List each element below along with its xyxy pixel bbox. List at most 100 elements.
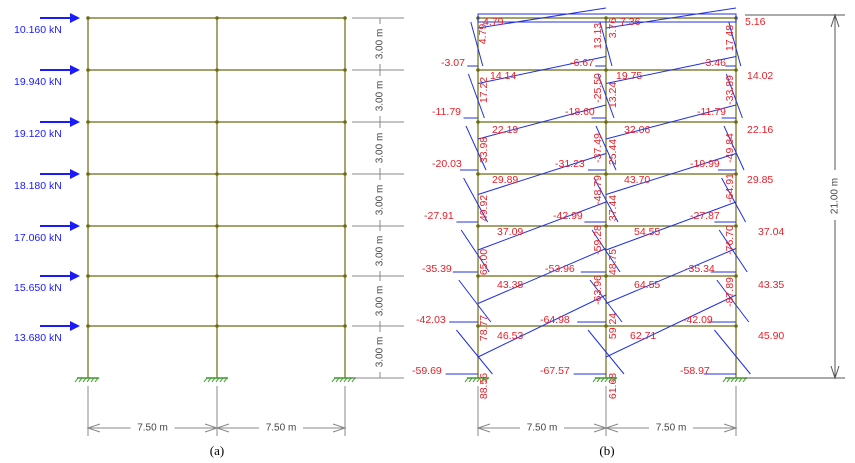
- moment-label: 59.24: [607, 313, 619, 339]
- joint: [343, 68, 347, 72]
- joint: [86, 274, 90, 278]
- column-moment: [599, 21, 613, 67]
- support-hatch: [74, 377, 79, 383]
- moment-label: -35.39: [422, 263, 452, 275]
- moment-label: 64.55: [634, 279, 660, 291]
- column-moment: [456, 329, 493, 375]
- beam-moment: [477, 56, 607, 84]
- joint: [734, 324, 738, 328]
- support-hatch: [347, 377, 352, 383]
- moment-label: -6.67: [570, 57, 594, 69]
- joint: [86, 120, 90, 124]
- support-hatch: [600, 377, 605, 383]
- column-moment: [470, 21, 484, 67]
- support-hatch: [592, 377, 597, 383]
- support-hatch: [604, 377, 609, 383]
- moment-label: 25.44: [607, 139, 619, 165]
- load-arrow-head: [70, 271, 80, 281]
- joint: [476, 274, 480, 278]
- joint: [604, 324, 608, 328]
- moment-label: 19.75: [616, 70, 642, 82]
- moment-label: -59.28: [592, 225, 604, 255]
- support-hatch: [343, 377, 348, 383]
- column-moment: [718, 229, 748, 273]
- moment-label: -59.69: [412, 365, 442, 377]
- joint: [343, 274, 347, 278]
- load-label: 13.680 kN: [14, 332, 62, 344]
- moment-label: -3.46: [702, 57, 726, 69]
- joint: [734, 224, 738, 228]
- joint: [604, 68, 608, 72]
- support-hatch: [78, 377, 83, 383]
- moment-label: -64.98: [540, 314, 570, 326]
- load-label: 19.940 kN: [14, 76, 62, 88]
- support-hatch: [331, 377, 336, 383]
- joint: [734, 274, 738, 278]
- moment-label: -27.87: [690, 210, 720, 222]
- column-moment: [595, 125, 617, 171]
- column-moment: [591, 229, 621, 273]
- joint: [604, 224, 608, 228]
- column-moment: [458, 279, 492, 323]
- moment-label: -3.07: [441, 57, 465, 69]
- joint: [734, 120, 738, 124]
- joint: [86, 172, 90, 176]
- support-hatch: [211, 377, 216, 383]
- joint: [476, 324, 480, 328]
- beam-moment: [477, 201, 607, 251]
- joint: [734, 68, 738, 72]
- support-hatch: [472, 377, 477, 383]
- support-hatch: [86, 377, 91, 383]
- joint: [343, 224, 347, 228]
- moment-label: 4.79: [483, 16, 504, 28]
- moment-label: -42.03: [416, 314, 446, 326]
- column-moment: [723, 125, 745, 171]
- moment-label: 32.06: [624, 124, 650, 136]
- joint: [343, 120, 347, 124]
- story-height: 3.00 m: [375, 81, 386, 112]
- support-hatch: [726, 377, 731, 383]
- moment-label: -49.84: [724, 133, 736, 163]
- moment-label: 33.98: [478, 137, 490, 163]
- support-hatch: [608, 377, 613, 383]
- support-hatch: [90, 377, 95, 383]
- moment-label: 88.56: [478, 373, 490, 399]
- beam-moment: [477, 153, 607, 195]
- moment-label: -18.60: [565, 106, 595, 118]
- column-moment: [728, 21, 742, 67]
- support-hatch: [734, 377, 739, 383]
- column-moment: [463, 177, 489, 223]
- dim-bg: [373, 231, 387, 271]
- moment-label: 3.76: [607, 18, 619, 39]
- moment-label: 43.70: [624, 174, 650, 186]
- joint: [215, 120, 219, 124]
- beam-moment: [477, 294, 607, 358]
- beam-moment: [477, 104, 607, 140]
- moment-label: 61.68: [607, 373, 619, 399]
- moment-label: 49.92: [478, 195, 490, 221]
- dim-bg: [373, 24, 387, 64]
- joint: [604, 16, 608, 20]
- joint: [215, 68, 219, 72]
- load-label: 17.060 kN: [14, 232, 62, 244]
- story-height: 3.00 m: [375, 185, 386, 216]
- top-frame: [477, 13, 737, 23]
- moment-label: 37.09: [497, 226, 523, 238]
- column-moment: [597, 73, 615, 119]
- dim-bg: [520, 421, 564, 435]
- moment-label: -33.89: [724, 75, 736, 105]
- column-moment: [725, 73, 743, 119]
- support-hatch: [722, 377, 727, 383]
- load-arrow-head: [70, 221, 80, 231]
- dim-bg: [373, 180, 387, 220]
- joint: [215, 224, 219, 228]
- moment-label: -76.70: [724, 225, 736, 255]
- beam-moment: [605, 7, 737, 29]
- load-label: 10.160 kN: [14, 24, 62, 36]
- support-hatch: [468, 377, 473, 383]
- joint: [215, 172, 219, 176]
- dim-arrow: [215, 423, 347, 433]
- moment-label: 17.48: [724, 25, 736, 51]
- column-moment: [587, 329, 625, 375]
- column-moment: [593, 177, 619, 223]
